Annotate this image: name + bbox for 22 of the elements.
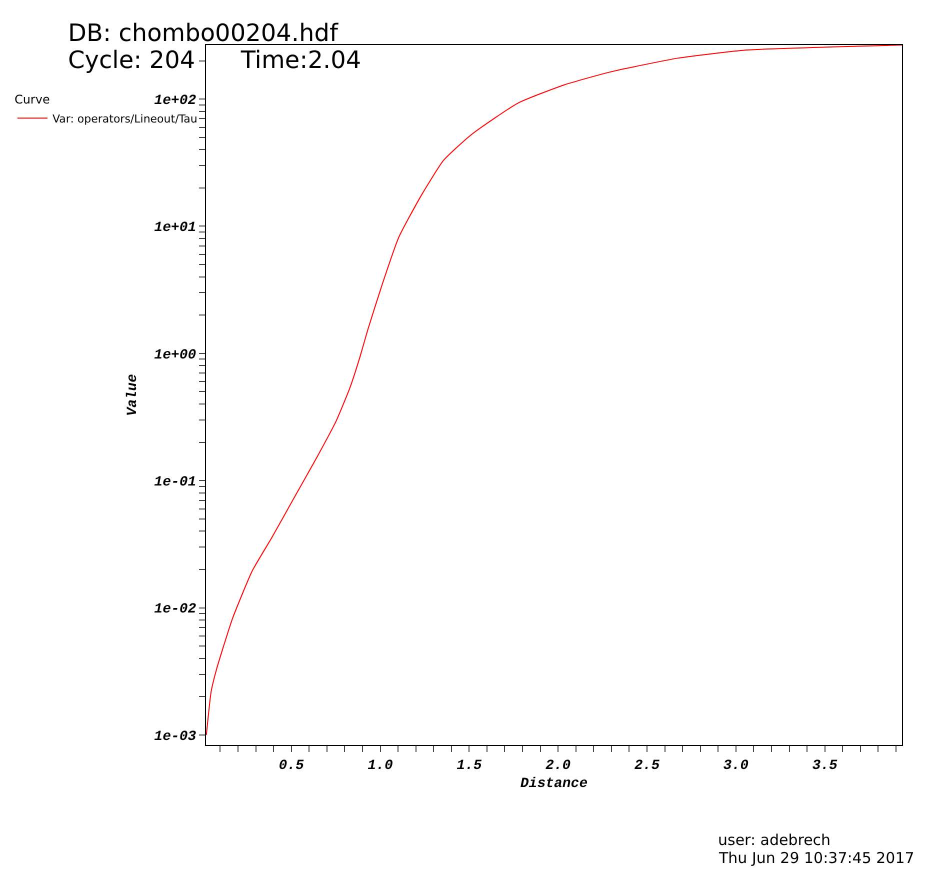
y-tick-label: 1e+02 (154, 92, 197, 109)
y-tick-label: 1e-01 (154, 474, 196, 490)
legend-label: Var: operators/Lineout/Tau (52, 112, 198, 126)
x-tick-label: 2.0 (545, 758, 571, 774)
y-tick-label: 1e-03 (154, 728, 197, 745)
x-tick-label: 1.5 (456, 758, 482, 774)
y-axis-title: Value (124, 374, 141, 416)
line-series (206, 45, 902, 736)
text: Thu Jun 29 10:37:45 2017 (718, 849, 914, 867)
x-tick-label: 3.0 (723, 758, 749, 774)
legend-title: Curve (14, 92, 50, 107)
x-tick-label: 3.5 (812, 758, 838, 774)
y-tick-label: 1e-02 (154, 602, 197, 618)
text: user: adebrech (718, 831, 831, 849)
x-tick-label: 2.5 (634, 758, 660, 774)
chart-subtitle: Cycle: 204 Time:2.04 (68, 46, 362, 74)
x-axis-title: Distance (520, 776, 588, 792)
x-tick-label: 0.5 (278, 758, 305, 774)
y-tick-label: 1e+00 (154, 347, 196, 364)
chart-title: DB: chombo00204.hdf (68, 19, 338, 47)
x-tick-label: 1.0 (368, 758, 393, 774)
y-tick-label: 1e+01 (154, 220, 196, 236)
